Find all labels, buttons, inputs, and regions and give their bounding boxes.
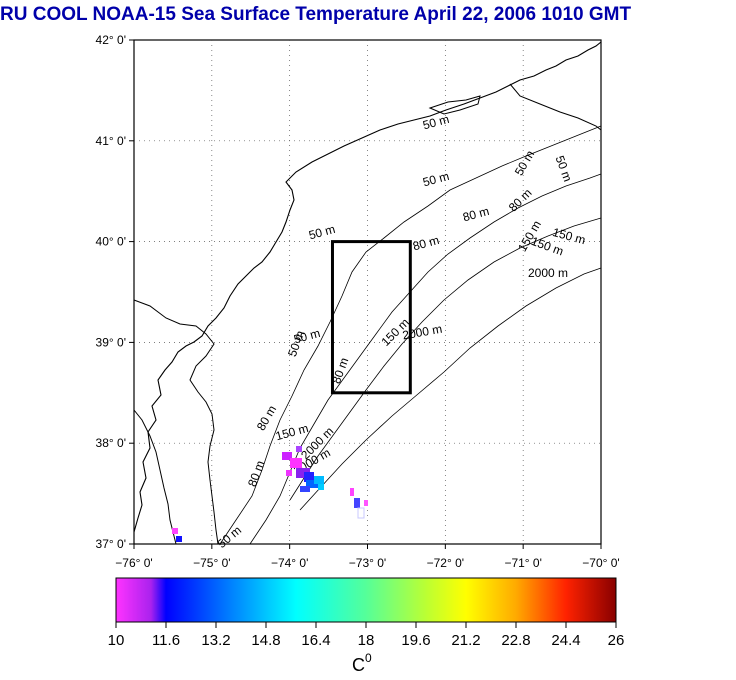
colorbar-unit: C: [352, 655, 365, 675]
colorbar-tick-label: 13.2: [201, 632, 230, 649]
contour-label: 50 m: [421, 169, 450, 189]
contour-label: 50 m: [292, 326, 321, 346]
contour-label: 80 m: [411, 233, 440, 253]
coastline: [133, 41, 602, 533]
contour-label: 2000 m: [528, 266, 568, 280]
colorbar-tick-label: 19.6: [401, 632, 430, 649]
colorbar-ticks: 10 11.6 13.2 14.8 16.4 18 19.6 21.2 22.8 24.4 26: [108, 622, 625, 649]
colorbar-tick-label: 16.4: [301, 632, 330, 649]
colorbar-tick-label: 24.4: [551, 632, 580, 649]
lon-tick-label: −75° 0': [193, 556, 230, 570]
colorbar-tick-label: 11.6: [152, 632, 180, 649]
lat-tick-label: 39° 0': [96, 335, 126, 349]
colorbar-unit-superscript: 0: [365, 651, 372, 665]
colorbar-tick-label: 22.8: [501, 632, 530, 649]
lon-tick-label: −73° 0': [349, 556, 386, 570]
contour-label: 80 m: [461, 204, 490, 224]
contour-label: 50 m: [421, 112, 450, 132]
colorbar-tick-label: 14.8: [251, 632, 280, 649]
lon-tick-label: −74° 0': [271, 556, 308, 570]
colorbar-tick-label: 21.2: [451, 632, 480, 649]
sst-pixels: [172, 446, 368, 542]
cape-cod-coast: [509, 83, 602, 131]
isobath-2000m: [299, 267, 602, 511]
lon-tick-label: −72° 0': [427, 556, 464, 570]
lat-tick-label: 37° 0': [96, 537, 126, 551]
colorbar-tick-label: 26: [608, 632, 625, 649]
axis-ticks: −76° 0' −75° 0' −74° 0' −73° 0' −72° 0' −71° …: [96, 33, 620, 570]
lon-tick-label: −71° 0': [504, 556, 541, 570]
delaware-bay-shore: [133, 299, 219, 545]
lat-tick-label: 42° 0': [96, 33, 126, 47]
colorbar: [115, 577, 617, 623]
isobath-50m: [219, 125, 602, 545]
colorbar-tick-label: 10: [108, 632, 125, 649]
lat-tick-label: 41° 0': [96, 134, 126, 148]
lat-tick-label: 40° 0': [96, 235, 126, 249]
lon-tick-label: −76° 0': [115, 556, 152, 570]
island-coast: [428, 95, 481, 115]
lat-tick-label: 38° 0': [96, 436, 126, 450]
contour-label: 2000 m: [401, 322, 443, 343]
study-box: [330, 240, 412, 395]
map-title: RU COOL NOAA-15 Sea Surface Temperature …: [0, 4, 632, 25]
lon-tick-label: −70° 0': [582, 556, 619, 570]
contour-label: 50 m: [307, 222, 336, 242]
colorbar-tick-label: 18: [358, 632, 375, 649]
isobath-150m: [289, 217, 602, 501]
